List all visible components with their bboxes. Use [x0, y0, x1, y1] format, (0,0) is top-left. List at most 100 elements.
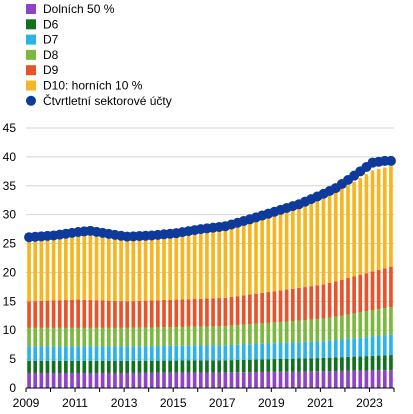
bar-segment-s3-q46	[309, 319, 314, 342]
bar-segment-s1-q52	[346, 356, 350, 371]
bar-segment-s2-q15	[119, 346, 123, 361]
bar-segment-s4-q49	[327, 282, 332, 318]
bar-segment-s5-q30	[211, 231, 215, 299]
bar-segment-s2-q17	[131, 346, 136, 361]
bar-segment-s5-q11	[94, 235, 99, 301]
bar-segment-s1-q4	[51, 360, 56, 373]
bar-segment-s2-q44	[297, 342, 301, 359]
bar-segment-s0-q44	[297, 371, 301, 388]
bar-segment-s2-q3	[45, 346, 50, 361]
bar-segment-s3-q37	[254, 323, 258, 344]
bar-segment-s5-q8	[76, 233, 80, 300]
bar-segment-s4-q55	[364, 273, 369, 312]
bar-segment-s1-q13	[106, 360, 111, 373]
bar-segment-s2-q54	[358, 337, 363, 357]
bar-segment-s5-q51	[340, 188, 344, 280]
bar-segment-s1-q47	[315, 358, 320, 372]
bar-segment-s0-q41	[278, 371, 283, 388]
bar-segment-s4-q36	[248, 294, 252, 325]
bar-segment-s0-q2	[39, 372, 44, 388]
bar-segment-s2-q1	[33, 346, 38, 361]
bar-segment-s2-q37	[254, 343, 258, 360]
bar-segment-s3-q0	[27, 327, 31, 347]
bar-segment-s5-q4	[51, 236, 56, 301]
bar-segment-s2-q36	[248, 344, 252, 360]
bar-segment-s2-q5	[57, 346, 62, 361]
bar-segment-s0-q18	[137, 372, 142, 388]
bar-segment-s0-q35	[241, 372, 246, 388]
bar-segment-s4-q35	[241, 295, 246, 325]
bar-segment-s5-q2	[39, 237, 44, 301]
bar-segment-s1-q8	[76, 360, 80, 373]
bar-segment-s3-q34	[235, 325, 240, 345]
bar-segment-s3-q35	[241, 324, 246, 345]
bar-segment-s5-q34	[235, 226, 240, 297]
bar-segment-s5-q37	[254, 221, 258, 294]
bar-segment-s1-q19	[143, 360, 148, 373]
y-tick-label-5: 25	[3, 237, 17, 251]
bar-segment-s3-q29	[205, 326, 209, 346]
bar-segment-s3-q5	[57, 327, 62, 347]
bar-segment-s4-q39	[266, 292, 271, 323]
bar-segment-s3-q45	[303, 320, 307, 342]
legend-swatch-3	[26, 49, 36, 60]
bar-segment-s0-q40	[272, 371, 277, 388]
bar-segment-s5-q46	[309, 203, 314, 287]
bar-segment-s1-q24	[174, 360, 179, 373]
bar-segment-s4-q15	[119, 301, 123, 328]
bar-segment-s4-q22	[162, 300, 166, 328]
bar-segment-s4-q25	[180, 299, 185, 327]
bar-segment-s1-q1	[33, 360, 38, 373]
bar-segment-s3-q36	[248, 324, 252, 345]
bar-segment-s4-q32	[223, 297, 228, 327]
bar-segment-s1-q29	[205, 360, 209, 373]
bar-segment-s2-q55	[364, 337, 369, 357]
bar-segment-s1-q11	[94, 360, 99, 373]
legend-swatch-5	[26, 80, 36, 91]
bar-segment-s1-q2	[39, 360, 44, 373]
bar-segment-s3-q14	[113, 327, 117, 347]
bar-segment-s4-q42	[284, 289, 289, 322]
bar-segment-s5-q56	[370, 170, 375, 272]
overlay-points	[24, 155, 396, 243]
bar-segment-s3-q33	[229, 325, 234, 345]
bar-segment-s2-q34	[235, 344, 240, 360]
bar-segment-s0-q3	[45, 372, 50, 388]
bar-segment-s5-q45	[303, 205, 307, 288]
bar-segment-s0-q1	[33, 372, 38, 388]
bar-segment-s2-q22	[162, 345, 166, 361]
bar-segment-s2-q57	[376, 336, 381, 356]
bar-segment-s0-q10	[88, 372, 93, 388]
bar-segment-s3-q49	[327, 317, 332, 341]
bar-segment-s4-q23	[168, 299, 172, 328]
bar-segment-s0-q0	[27, 372, 31, 388]
bar-segment-s2-q2	[39, 346, 44, 361]
y-tick-label-4: 20	[3, 265, 17, 279]
legend-label-4: D9	[43, 63, 59, 77]
bar-segment-s1-q30	[211, 360, 215, 373]
bar-segment-s4-q16	[125, 301, 130, 328]
bar-segment-s4-q56	[370, 271, 375, 311]
bar-segment-s4-q18	[137, 300, 142, 328]
bar-segment-s1-q51	[340, 357, 344, 371]
bar-segment-s2-q18	[137, 346, 142, 361]
bar-segment-s0-q46	[309, 371, 314, 388]
bar-segment-s4-q34	[235, 296, 240, 326]
bar-segment-s1-q55	[364, 356, 369, 371]
bar-segment-s5-q10	[88, 235, 93, 301]
bar-segment-s2-q7	[70, 346, 74, 361]
bar-segment-s4-q17	[131, 301, 136, 328]
bar-segment-s5-q25	[180, 235, 185, 300]
bar-segment-s0-q16	[125, 372, 130, 388]
bar-segment-s1-q41	[278, 358, 283, 372]
bar-segment-s5-q54	[358, 178, 363, 275]
bar-segment-s3-q58	[382, 308, 387, 336]
bar-segment-s5-q13	[106, 237, 111, 301]
bar-segment-s1-q54	[358, 356, 363, 371]
bar-segment-s2-q38	[260, 343, 264, 360]
bar-segment-s3-q11	[94, 327, 99, 347]
bar-segment-s3-q17	[131, 327, 136, 347]
bar-segment-s2-q10	[88, 346, 93, 361]
y-tick-label-0: 0	[9, 381, 16, 395]
bar-segment-s0-q8	[76, 372, 80, 388]
